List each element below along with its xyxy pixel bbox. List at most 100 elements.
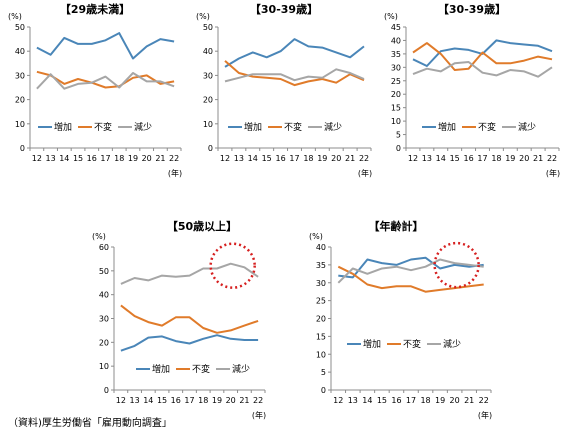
x-tick-label: 21 bbox=[345, 154, 355, 163]
x-tick-label: 22 bbox=[253, 396, 263, 405]
x-tick-label: 12 bbox=[408, 154, 418, 163]
chart-30-39-b: 【30-39歳】 (%) 0 5 10 15 20 25 30 35 40 45 12 13 14 15 16 1… bbox=[380, 0, 567, 215]
legend-item-unchanged: 不変 bbox=[462, 121, 496, 133]
series-line-decrease bbox=[412, 61, 553, 78]
y-tick-label: 0 bbox=[104, 386, 109, 395]
x-tick-label: 13 bbox=[348, 396, 358, 405]
chart-title: 【30-39歳】 bbox=[250, 2, 318, 16]
series-line-unchanged bbox=[224, 60, 365, 87]
highlight-circle bbox=[209, 242, 256, 289]
legend-label: 増加 bbox=[244, 121, 262, 133]
x-unit-label: (年) bbox=[546, 168, 560, 178]
series-line-decrease bbox=[36, 72, 175, 90]
x-tick-label: 18 bbox=[303, 154, 313, 163]
x-tick-label: 19 bbox=[128, 154, 138, 163]
legend-label: 増加 bbox=[438, 121, 456, 133]
y-tick-label: 5 bbox=[396, 131, 401, 140]
y-tick-label: 20 bbox=[316, 315, 326, 324]
legend-item-decrease: 減少 bbox=[502, 121, 536, 133]
y-tick-label: 0 bbox=[396, 144, 401, 153]
legend-item-decrease: 減少 bbox=[118, 121, 152, 133]
x-tick-label: 12 bbox=[32, 154, 42, 163]
y-unit-label: (%) bbox=[92, 232, 106, 241]
x-tick-label: 22 bbox=[169, 154, 179, 163]
legend-item-unchanged: 不変 bbox=[78, 121, 112, 133]
legend-label: 不変 bbox=[403, 338, 421, 350]
legend-item-increase: 増加 bbox=[422, 121, 456, 133]
chart-all-ages: 【年齢計】 (%) 0 5 10 15 20 25 30 35 40 12 13 14 15 16 17 18 19… bbox=[300, 218, 500, 428]
x-tick-label: 22 bbox=[547, 154, 557, 163]
legend-label: 増加 bbox=[363, 338, 381, 350]
legend-label: 減少 bbox=[134, 121, 152, 133]
x-tick-label: 20 bbox=[226, 396, 236, 405]
y-tick-label: 30 bbox=[316, 279, 326, 288]
y-tick-label: 0 bbox=[321, 386, 326, 395]
x-tick-label: 15 bbox=[262, 154, 272, 163]
legend-label: 不変 bbox=[94, 121, 112, 133]
x-unit-label: (年) bbox=[168, 168, 182, 178]
series-line-increase bbox=[36, 32, 175, 60]
series-line-increase bbox=[224, 38, 365, 68]
x-tick-label: 20 bbox=[331, 154, 341, 163]
x-tick-label: 17 bbox=[477, 154, 487, 163]
y-tick-label: 20 bbox=[203, 96, 213, 105]
y-tick-label: 25 bbox=[391, 77, 401, 86]
y-tick-label: 10 bbox=[99, 362, 109, 371]
x-tick-label: 16 bbox=[87, 154, 97, 163]
y-tick-label: 0 bbox=[208, 144, 213, 153]
chart-title: 【年齢計】 bbox=[369, 219, 424, 233]
y-tick-label: 15 bbox=[316, 332, 326, 341]
series-line-unchanged bbox=[120, 304, 259, 334]
y-tick-label: 40 bbox=[15, 47, 25, 56]
legend-label: 不変 bbox=[192, 363, 210, 375]
legend-item-unchanged: 不変 bbox=[387, 338, 421, 350]
x-tick-label: 13 bbox=[234, 154, 244, 163]
legend-label: 増加 bbox=[54, 121, 72, 133]
y-tick-label: 15 bbox=[391, 104, 401, 113]
legend-label: 減少 bbox=[518, 121, 536, 133]
y-tick-label: 10 bbox=[391, 117, 401, 126]
y-tick-label: 10 bbox=[316, 350, 326, 359]
x-tick-label: 16 bbox=[391, 396, 401, 405]
x-unit-label: (年) bbox=[358, 168, 372, 178]
x-tick-label: 19 bbox=[435, 396, 445, 405]
x-tick-label: 18 bbox=[491, 154, 501, 163]
x-tick-label: 20 bbox=[519, 154, 529, 163]
series-line-decrease bbox=[224, 68, 365, 83]
y-tick-label: 30 bbox=[15, 71, 25, 80]
x-tick-label: 20 bbox=[142, 154, 152, 163]
y-tick-label: 35 bbox=[391, 50, 401, 59]
y-tick-label: 0 bbox=[20, 144, 25, 153]
x-tick-label: 13 bbox=[422, 154, 432, 163]
y-tick-label: 30 bbox=[203, 71, 213, 80]
legend-item-decrease: 減少 bbox=[216, 363, 250, 375]
x-tick-label: 13 bbox=[129, 396, 139, 405]
y-tick-label: 30 bbox=[99, 315, 109, 324]
y-tick-label: 5 bbox=[321, 368, 326, 377]
x-tick-label: 15 bbox=[73, 154, 83, 163]
legend-item-increase: 増加 bbox=[38, 121, 72, 133]
x-tick-label: 14 bbox=[248, 154, 258, 163]
y-tick-label: 10 bbox=[203, 120, 213, 129]
y-unit-label: (%) bbox=[384, 12, 398, 21]
x-tick-label: 16 bbox=[171, 396, 181, 405]
x-tick-label: 21 bbox=[155, 154, 165, 163]
x-tick-label: 19 bbox=[317, 154, 327, 163]
chart-title: 【29歳未満】 bbox=[60, 2, 130, 16]
y-tick-label: 20 bbox=[391, 90, 401, 99]
y-tick-label: 60 bbox=[99, 243, 109, 252]
chart-30-39-a: 【30-39歳】 (%) 0 10 20 30 40 50 12 13 14 15 16 17 18 19 20… bbox=[192, 0, 377, 215]
y-tick-label: 10 bbox=[15, 120, 25, 129]
source-note: （資料)厚生労働省「雇用動向調査」 bbox=[8, 418, 172, 429]
x-tick-label: 16 bbox=[463, 154, 473, 163]
x-tick-label: 15 bbox=[157, 396, 167, 405]
x-tick-label: 12 bbox=[220, 154, 230, 163]
y-unit-label: (%) bbox=[309, 232, 323, 241]
series-line-decrease bbox=[337, 258, 484, 284]
y-tick-label: 45 bbox=[391, 23, 401, 32]
x-tick-label: 12 bbox=[116, 396, 126, 405]
y-tick-label: 50 bbox=[203, 23, 213, 32]
x-unit-label: (年) bbox=[252, 410, 266, 420]
x-tick-label: 18 bbox=[420, 396, 430, 405]
y-unit-label: (%) bbox=[8, 12, 22, 21]
